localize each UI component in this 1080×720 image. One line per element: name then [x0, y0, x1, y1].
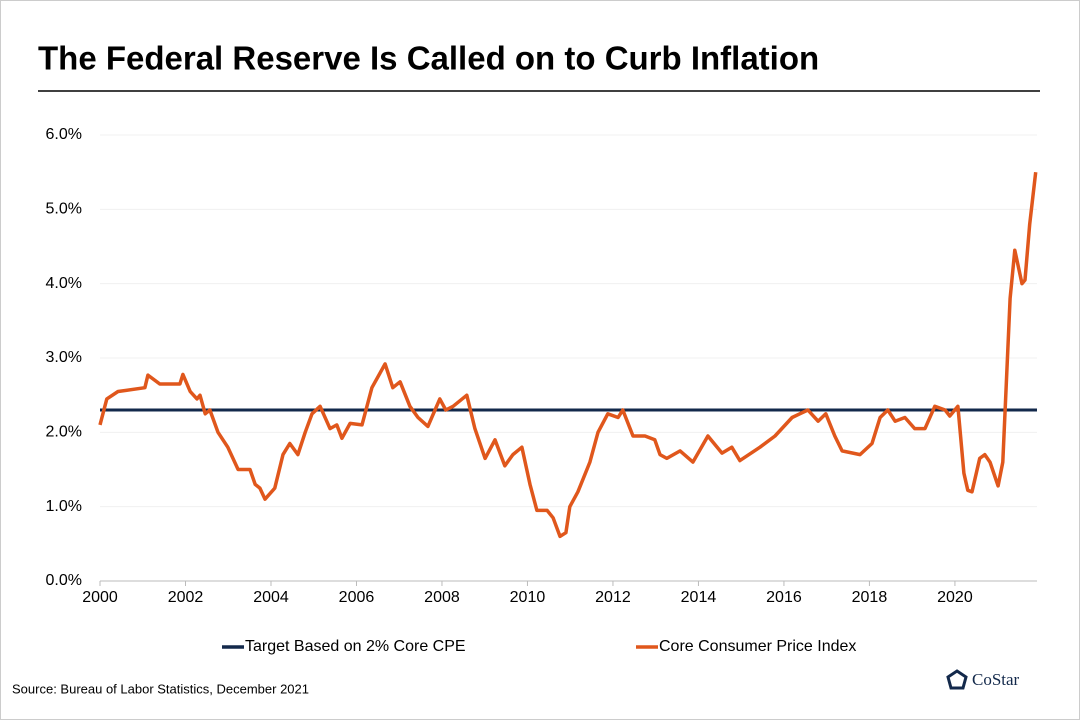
logo-icon: [946, 669, 968, 690]
x-tick-label: 2006: [339, 589, 375, 606]
y-tick-label: 0.0%: [46, 572, 82, 589]
y-tick-label: 4.0%: [46, 275, 82, 292]
series-line: [98, 171, 1038, 539]
source: Source: Bureau of Labor Statistics, Dece…: [12, 681, 309, 696]
x-tick-label: 2004: [253, 589, 289, 606]
logo: CoStar: [946, 669, 1020, 690]
x-tick-label: 2012: [595, 589, 631, 606]
x-tick-label: 2010: [510, 589, 546, 606]
x-tick-label: 2002: [168, 589, 204, 606]
x-tick-label: 2016: [766, 589, 802, 606]
y-tick-label: 6.0%: [46, 126, 82, 143]
x-tick-label: 2008: [424, 589, 460, 606]
x-tick-label: 2000: [82, 589, 118, 606]
x-tick-label: 2018: [852, 589, 888, 606]
x-tick-label: 2014: [681, 589, 717, 606]
y-tick-label: 3.0%: [46, 349, 82, 366]
logo-text: CoStar: [972, 670, 1020, 689]
x-tick-label: 2020: [937, 589, 973, 606]
legend-label: Target Based on 2% Core CPE: [245, 638, 466, 655]
y-tick-label: 2.0%: [46, 424, 82, 441]
legend-label: Core Consumer Price Index: [659, 638, 856, 655]
chart-title: The Federal Reserve Is Called on to Curb…: [38, 40, 819, 77]
y-tick-label: 1.0%: [46, 498, 82, 515]
y-tick-label: 5.0%: [46, 201, 82, 218]
